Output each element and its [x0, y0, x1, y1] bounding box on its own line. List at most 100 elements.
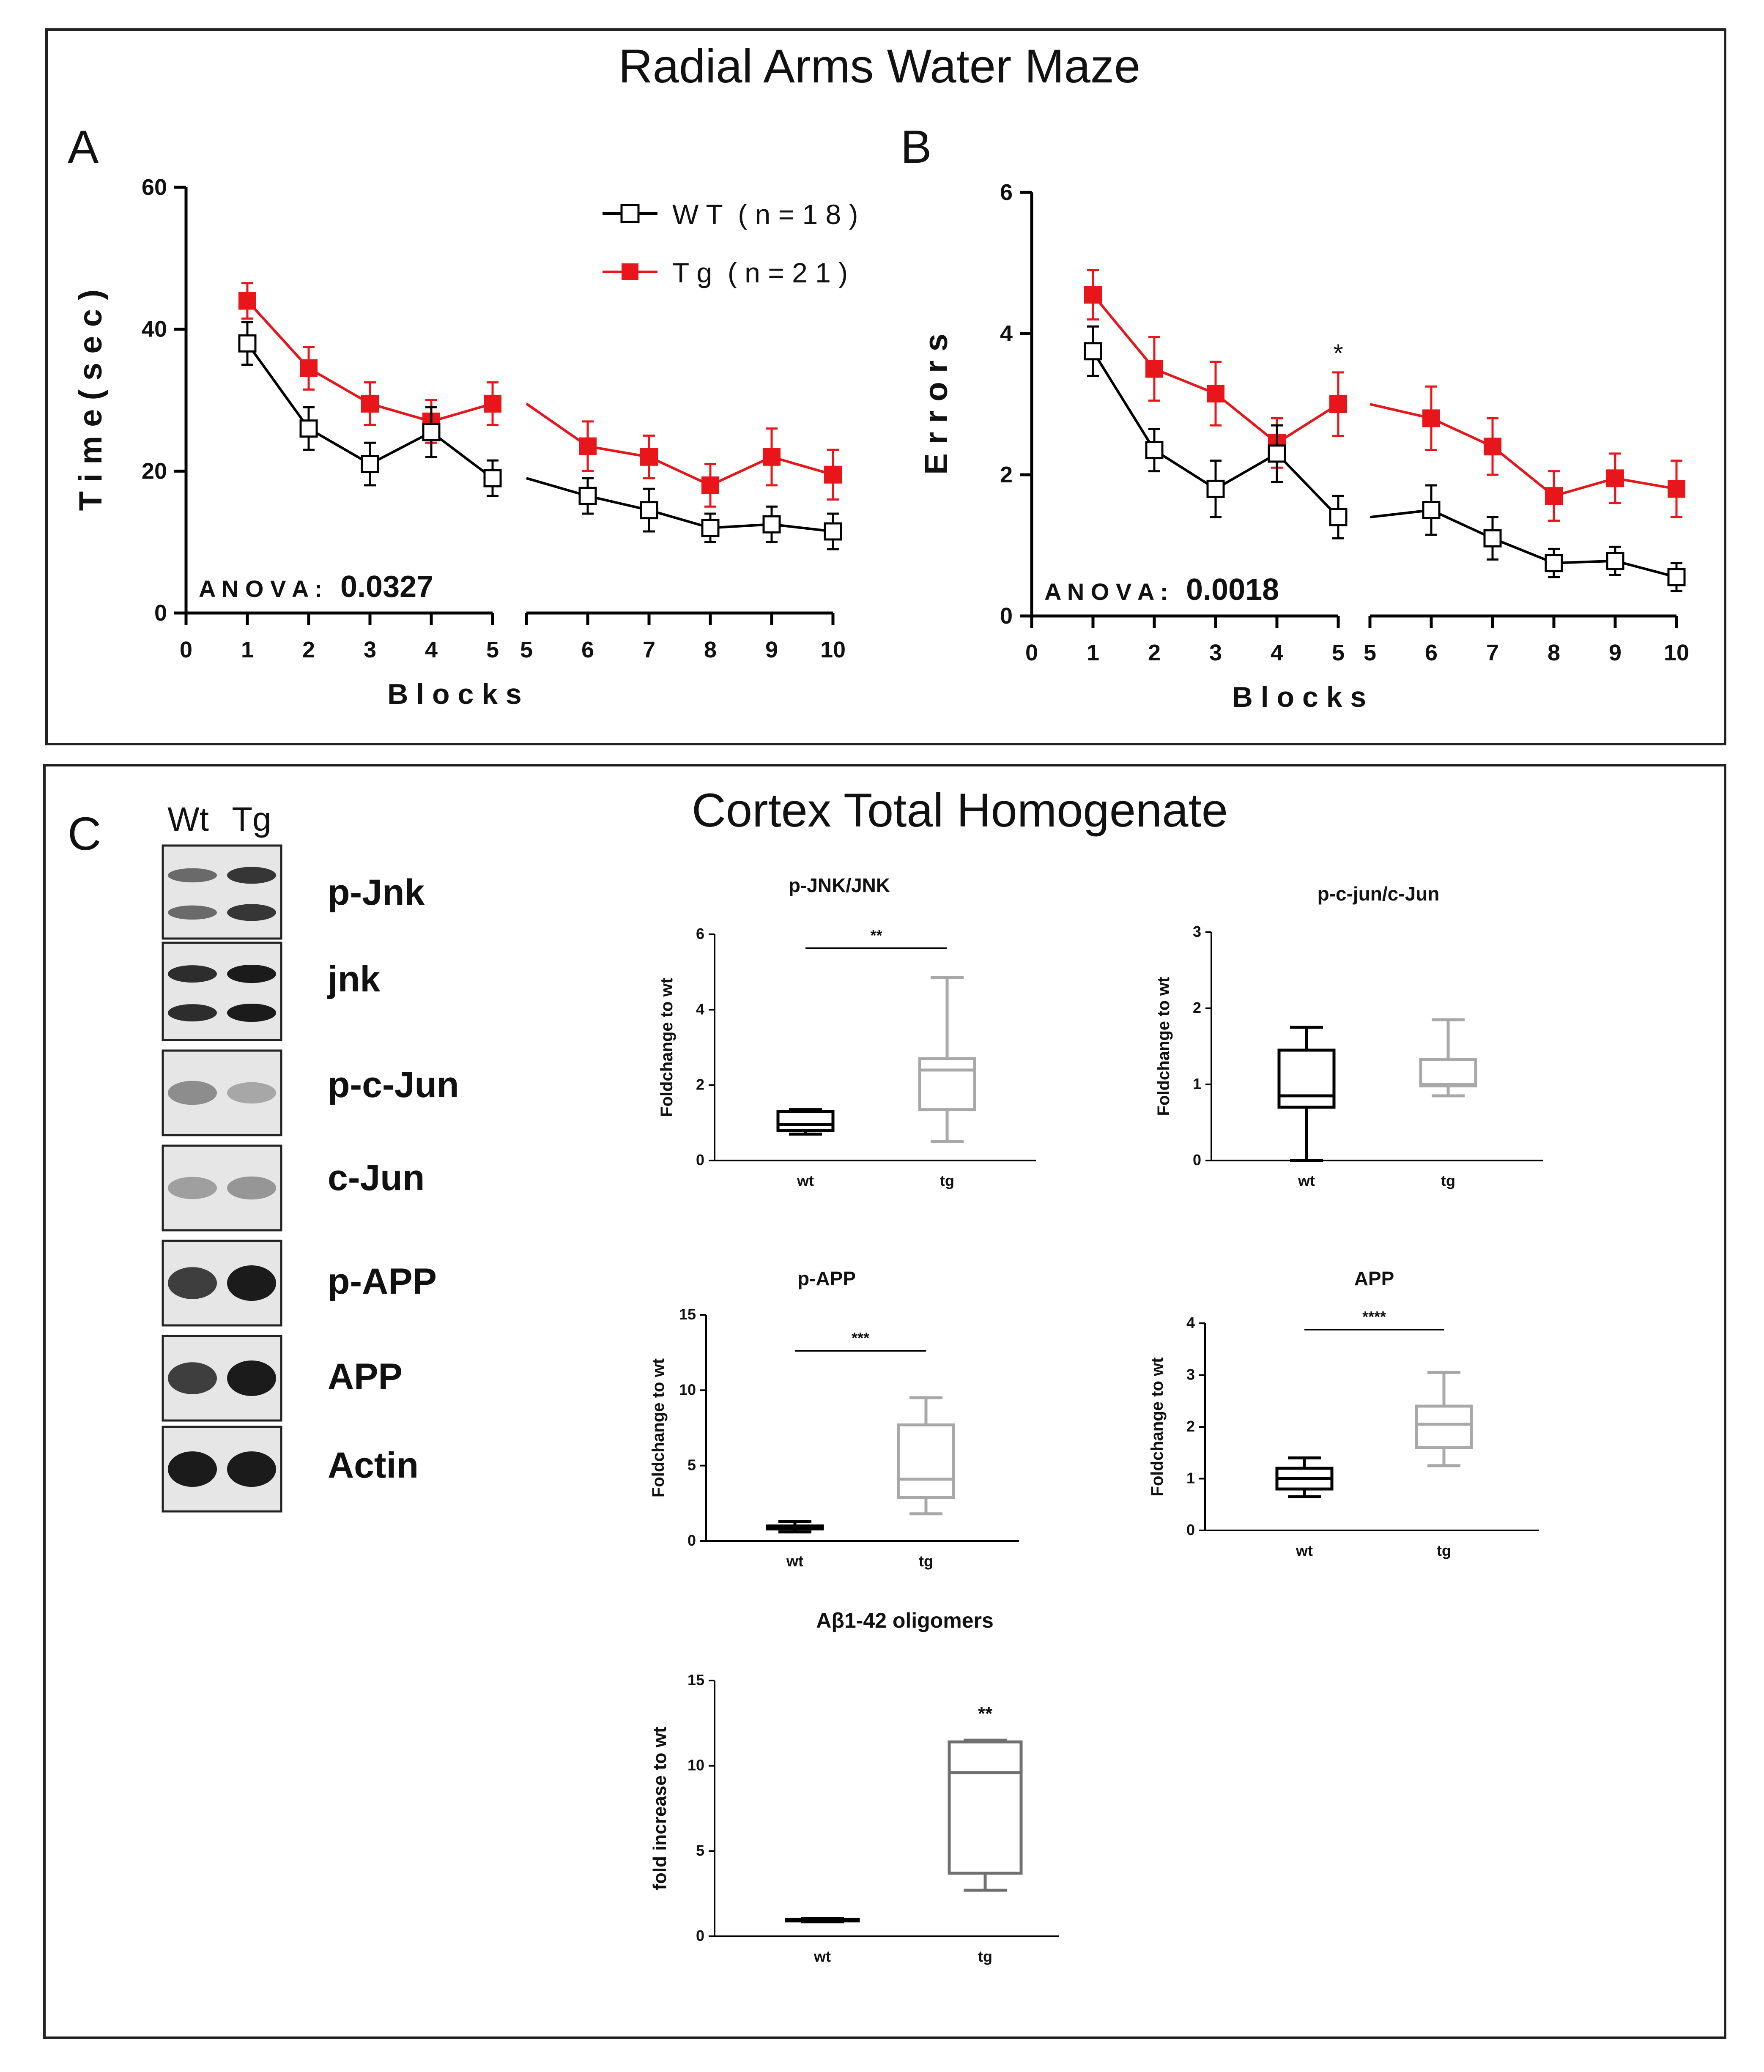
data-point-tg: [1606, 469, 1624, 487]
blot-band: [227, 1451, 276, 1487]
line-chart-b: 0 2 4 6 0 1 2 3 4 5 5 6 7 8 9 10 B l o c k s E r r o r s A…: [918, 180, 1689, 713]
data-point-wt: [422, 423, 441, 441]
box-iqr: [897, 1423, 955, 1499]
blot-band: [227, 867, 276, 884]
blot-band: [168, 868, 217, 883]
data-point-tg: [1545, 487, 1563, 505]
data-point-wt: [1329, 508, 1348, 526]
blot-band: [168, 1267, 217, 1299]
blot-band: [227, 1004, 276, 1022]
data-point-tg: [238, 292, 256, 310]
blot-row-label: Actin: [328, 1445, 419, 1486]
significance-marker: *: [1333, 339, 1343, 367]
x-tick-label: 6: [581, 637, 594, 662]
data-point-tg: [1084, 286, 1102, 304]
data-point-tg: [824, 465, 842, 484]
series-line-tg: [526, 402, 833, 487]
data-point-wt: [238, 334, 257, 353]
data-point-tg: [1484, 438, 1501, 456]
x-tick-label: 9: [1609, 640, 1622, 665]
data-point-tg: [640, 448, 658, 466]
y-tick-label: 2: [696, 1076, 704, 1093]
y-tick-label: 15: [688, 1671, 704, 1689]
box-plot-pjnk: p-JNK/JNK 0 2 4 6 Foldchange to wt wt tg **: [657, 874, 1036, 1189]
x-tick-label: 0: [1025, 640, 1038, 665]
blot-strip: [162, 844, 282, 940]
blot-row-label: APP: [328, 1356, 403, 1397]
x-tick-label: 1: [241, 637, 254, 662]
y-tick-label: 6: [696, 925, 704, 942]
anova-value: 0.0327: [340, 570, 433, 604]
data-point-wt: [824, 522, 842, 541]
y-tick-label: 2: [1186, 1418, 1195, 1435]
blot-lane-wt: Wt: [167, 800, 209, 838]
y-tick-label: 0: [696, 1151, 704, 1169]
category-label: tg: [940, 1172, 954, 1189]
x-tick-label: 4: [1271, 640, 1283, 665]
category-label: wt: [814, 1948, 831, 1965]
y-tick-label: 6: [1000, 180, 1013, 205]
data-point-tg: [763, 448, 781, 466]
box-plot-title: APP: [1354, 1267, 1394, 1289]
y-axis-label: Foldchange to wt: [649, 1358, 668, 1497]
data-point-tg: [701, 476, 719, 494]
data-point-tg: [361, 394, 379, 413]
data-point-wt: [762, 515, 781, 534]
x-tick-label: 6: [1425, 640, 1438, 665]
x-tick-label: 7: [1486, 640, 1499, 665]
blot-band: [168, 905, 217, 920]
blot-row-label: jnk: [327, 959, 380, 999]
data-point-wt: [578, 487, 597, 505]
category-label: wt: [786, 1552, 803, 1570]
blot-band: [168, 1362, 217, 1394]
y-axis-label: T i m e ( s e c ): [73, 290, 109, 511]
category-label: tg: [919, 1552, 933, 1570]
panel-c-frame: [43, 764, 1726, 2039]
category-label: wt: [1298, 1172, 1315, 1189]
data-point-tg: [484, 394, 501, 413]
box-plot-app: APP 0 1 2 3 4 Foldchange to wt wt tg ****: [1148, 1267, 1539, 1559]
series-line-wt: [526, 477, 833, 533]
data-point-tg: [1668, 480, 1685, 498]
box-plot-pcjun: p-c-jun/c-Jun 0 1 2 3 Foldchange to wt wt tg: [1154, 883, 1543, 1189]
x-tick-label: 4: [425, 637, 438, 662]
x-tick-label: 5: [1332, 640, 1345, 665]
data-point-tg: [1329, 395, 1347, 413]
box-plot-title: p-JNK/JNK: [789, 874, 890, 896]
x-axis-label: B l o c k s: [387, 678, 521, 710]
panel-label-a: A: [68, 121, 99, 173]
x-tick-label: 3: [1209, 640, 1222, 665]
y-tick-label: 2: [1193, 999, 1201, 1016]
significance-stars: ****: [1362, 1308, 1386, 1325]
data-point-wt: [1667, 568, 1686, 586]
legend-tg-label: T g ( n = 2 1 ): [672, 257, 848, 288]
box-plot-title: p-APP: [797, 1267, 856, 1289]
x-tick-label: 9: [765, 637, 778, 662]
box-iqr: [918, 1057, 976, 1111]
legend: W T ( n = 1 8 ) T g ( n = 2 1 ): [603, 199, 858, 288]
line-chart-a: 0 20 40 60 0 1 2 3 4 5 5 6 7 8 9 10 B l o c k s T i m e (…: [73, 175, 846, 710]
y-tick-label: 10: [688, 1757, 704, 1774]
category-label: tg: [1441, 1172, 1455, 1189]
blot-band: [168, 1177, 217, 1199]
blot-band: [227, 1176, 276, 1200]
x-tick-label: 2: [1148, 640, 1161, 665]
data-point-tg: [1207, 384, 1224, 402]
blot-band: [168, 1004, 217, 1022]
data-point-wt: [1422, 501, 1441, 519]
legend-wt-marker: [620, 204, 640, 223]
box-iqr: [1419, 1058, 1477, 1088]
legend-tg-marker: [622, 263, 638, 280]
y-tick-label: 5: [688, 1456, 696, 1474]
y-tick-label: 0: [1193, 1151, 1201, 1169]
data-point-wt: [361, 455, 379, 474]
y-tick-label: 0: [1000, 603, 1013, 629]
anova-value: 0.0018: [1186, 573, 1279, 607]
y-tick-label: 20: [142, 458, 167, 484]
blot-row-label: c-Jun: [328, 1158, 425, 1198]
blot-row-label: p-c-Jun: [328, 1065, 459, 1105]
category-label: tg: [1437, 1542, 1451, 1559]
x-tick-label: 10: [1664, 640, 1689, 665]
data-point-tg: [579, 437, 597, 455]
